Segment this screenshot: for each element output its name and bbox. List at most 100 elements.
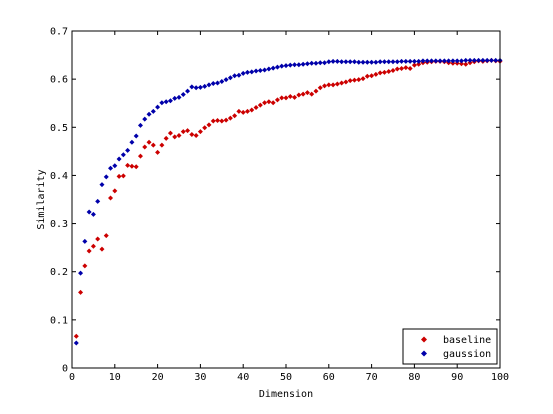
point-gaussion	[373, 59, 379, 65]
point-gaussion	[103, 174, 109, 180]
point-gaussion	[125, 147, 131, 153]
point-gaussion	[146, 111, 152, 117]
point-gaussion	[296, 62, 302, 68]
point-baseline	[309, 91, 315, 97]
point-gaussion	[129, 139, 135, 145]
point-gaussion	[347, 59, 353, 65]
point-baseline	[351, 77, 357, 83]
point-baseline	[287, 93, 293, 99]
x-tick-label: 70	[366, 372, 378, 383]
x-tick-label: 60	[323, 372, 335, 383]
point-baseline	[283, 95, 289, 101]
point-gaussion	[433, 58, 439, 64]
point-gaussion	[227, 75, 233, 81]
x-tick-label: 0	[69, 372, 75, 383]
point-gaussion	[322, 60, 328, 66]
y-axis-label: Similarity	[36, 169, 47, 229]
x-tick-label: 20	[152, 372, 164, 383]
point-baseline	[386, 68, 392, 74]
point-gaussion	[116, 156, 122, 162]
point-gaussion	[232, 73, 238, 79]
point-baseline	[253, 105, 259, 111]
point-baseline	[270, 100, 276, 106]
point-gaussion	[304, 61, 310, 67]
y-tick-label: 0.4	[50, 171, 68, 182]
point-baseline	[210, 118, 216, 124]
point-baseline	[360, 76, 366, 82]
point-baseline	[223, 117, 229, 123]
point-gaussion	[300, 61, 306, 67]
point-gaussion	[219, 79, 225, 85]
point-baseline	[249, 107, 255, 113]
point-baseline	[95, 236, 101, 242]
point-baseline	[189, 132, 195, 138]
point-gaussion	[407, 58, 413, 64]
point-gaussion	[381, 59, 387, 65]
point-gaussion	[223, 77, 229, 83]
point-gaussion	[416, 58, 422, 64]
point-gaussion	[155, 104, 161, 110]
x-tick-label: 50	[280, 372, 292, 383]
point-gaussion	[197, 84, 203, 90]
point-gaussion	[424, 58, 430, 64]
point-gaussion	[339, 59, 345, 65]
point-baseline	[334, 81, 340, 87]
point-baseline	[180, 129, 186, 135]
point-baseline	[458, 61, 464, 67]
point-gaussion	[309, 60, 315, 66]
point-gaussion	[476, 57, 482, 63]
point-baseline	[185, 128, 191, 134]
point-gaussion	[108, 165, 114, 171]
point-gaussion	[493, 57, 499, 63]
point-baseline	[463, 61, 469, 67]
point-gaussion	[193, 85, 199, 91]
point-gaussion	[120, 152, 126, 158]
plot-frame	[71, 30, 501, 369]
point-baseline	[197, 129, 203, 135]
point-baseline	[146, 139, 152, 145]
point-baseline	[240, 109, 246, 115]
point-gaussion	[270, 65, 276, 71]
point-gaussion	[351, 59, 357, 65]
point-baseline	[172, 134, 178, 140]
point-gaussion	[73, 340, 79, 346]
point-gaussion	[343, 59, 349, 65]
point-baseline	[116, 173, 122, 179]
point-baseline	[407, 66, 413, 72]
point-gaussion	[411, 58, 417, 64]
point-gaussion	[356, 59, 362, 65]
point-baseline	[150, 142, 156, 148]
point-gaussion	[463, 57, 469, 63]
point-baseline	[82, 263, 88, 269]
point-baseline	[142, 144, 148, 150]
y-tick-label: 0.1	[50, 315, 68, 326]
point-gaussion	[262, 67, 268, 73]
x-tick-label: 100	[491, 372, 509, 383]
point-gaussion	[202, 83, 208, 89]
point-gaussion	[394, 59, 400, 65]
point-baseline	[219, 118, 225, 124]
point-gaussion	[189, 84, 195, 90]
point-gaussion	[159, 100, 165, 106]
point-gaussion	[488, 57, 494, 63]
x-axis-label: Dimension	[259, 389, 313, 400]
point-gaussion	[441, 58, 447, 64]
point-gaussion	[86, 209, 92, 215]
x-tick-label: 80	[408, 372, 420, 383]
y-tick-label: 0.3	[50, 219, 68, 230]
point-gaussion	[326, 59, 332, 65]
point-gaussion	[172, 95, 178, 101]
point-baseline	[411, 62, 417, 68]
point-baseline	[202, 125, 208, 131]
point-gaussion	[206, 82, 212, 88]
point-gaussion	[257, 67, 263, 73]
point-gaussion	[446, 58, 452, 64]
point-gaussion	[236, 72, 242, 78]
point-baseline	[103, 233, 109, 239]
point-gaussion	[377, 59, 383, 65]
point-baseline	[356, 77, 362, 83]
point-gaussion	[386, 59, 392, 65]
point-gaussion	[185, 88, 191, 94]
point-baseline	[390, 67, 396, 73]
point-baseline	[236, 108, 242, 114]
